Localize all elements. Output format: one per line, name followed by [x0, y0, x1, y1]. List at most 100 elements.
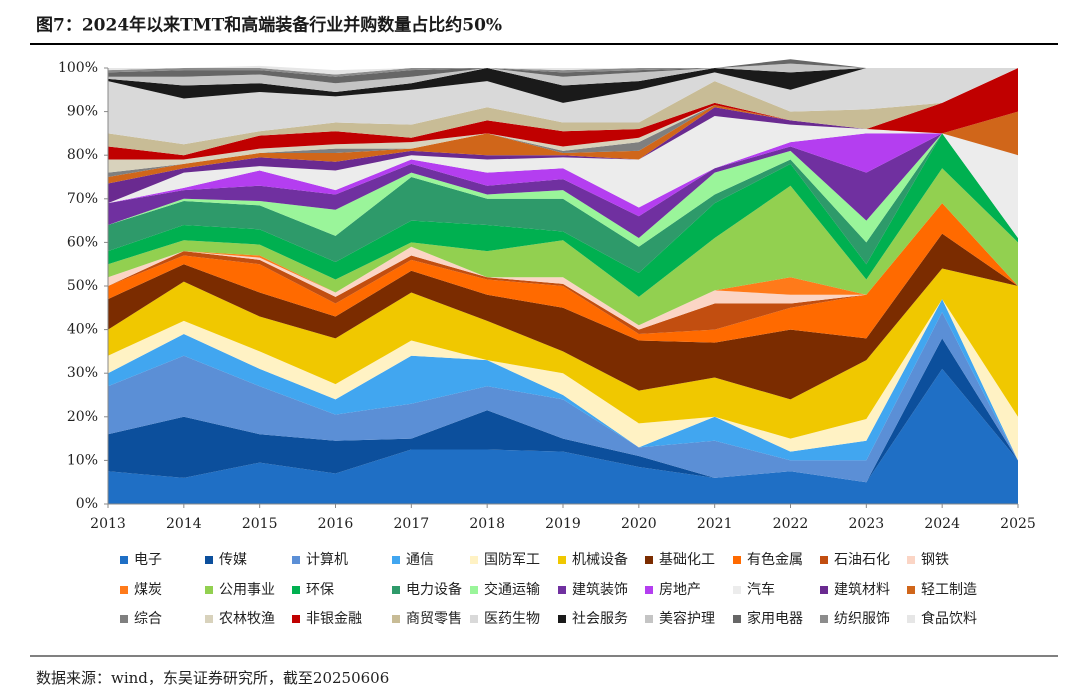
legend-label: 公用事业: [219, 582, 275, 598]
legend-swatch: [292, 586, 300, 594]
y-tick-label: 50%: [67, 278, 98, 294]
area: [108, 133, 1018, 247]
area: [108, 168, 1018, 326]
area: [108, 68, 1018, 160]
legend-label: 计算机: [306, 552, 348, 568]
y-tick-label: 0%: [76, 496, 98, 512]
y-tick-label: 80%: [67, 147, 98, 163]
legend-swatch: [292, 556, 300, 564]
area: [108, 68, 1018, 145]
y-tick-label: 40%: [67, 322, 98, 338]
legend-swatch: [907, 556, 915, 564]
area: [108, 133, 1018, 273]
legend-label: 机械设备: [572, 551, 628, 568]
legend-label: 钢铁: [921, 552, 949, 568]
legend-label: 有色金属: [747, 551, 803, 568]
legend-swatch: [470, 556, 478, 564]
y-tick-label: 10%: [67, 452, 98, 468]
legend-swatch: [205, 586, 213, 594]
area: [108, 115, 1018, 239]
legend-label: 环保: [306, 582, 334, 598]
x-tick-label: 2018: [469, 516, 505, 532]
legend-swatch: [820, 586, 828, 594]
legend-label: 国防军工: [484, 552, 540, 568]
legend-label: 医药生物: [484, 611, 540, 627]
legend-swatch: [733, 556, 741, 564]
x-tick-label: 2013: [90, 516, 126, 532]
legend-swatch: [392, 586, 400, 594]
legend-label: 纺织服饰: [834, 611, 890, 627]
legend-swatch: [292, 615, 300, 623]
legend-swatch: [733, 586, 741, 594]
area: [108, 63, 1018, 92]
x-tick-label: 2021: [697, 516, 733, 532]
source-note: 数据来源：wind，东吴证券研究所，截至20250606: [36, 669, 389, 687]
x-tick-label: 2024: [924, 516, 960, 532]
legend-swatch: [205, 556, 213, 564]
area: [108, 59, 1018, 75]
area: [108, 133, 1018, 297]
legend-label: 综合: [134, 611, 162, 627]
legend-label: 美容护理: [659, 610, 715, 627]
x-tick-label: 2022: [773, 516, 809, 532]
area: [108, 133, 1018, 239]
legend-label: 社会服务: [572, 611, 628, 627]
legend-label: 非银金融: [306, 611, 362, 627]
area: [108, 338, 1018, 483]
legend-label: 电子: [134, 552, 162, 568]
x-tick-label: 2016: [318, 516, 354, 532]
legend-label: 汽车: [747, 581, 775, 598]
legend-swatch: [733, 615, 741, 623]
legend-swatch: [907, 586, 915, 594]
y-tick-label: 100%: [58, 60, 98, 76]
legend-label: 农林牧渔: [219, 611, 275, 627]
legend-swatch: [558, 615, 566, 623]
x-tick-label: 2014: [166, 516, 202, 532]
area: [108, 203, 1018, 326]
area: [108, 312, 1018, 483]
area: [108, 268, 1018, 439]
legend-label: 轻工制造: [921, 582, 977, 598]
area: [108, 368, 1018, 504]
legend-swatch: [470, 615, 478, 623]
legend-swatch: [645, 615, 653, 623]
legend-label: 房地产: [659, 582, 701, 598]
chart-title: 图7：2024年以来TMT和高端装备行业并购数量占比约50%: [36, 15, 502, 36]
area: [108, 299, 1018, 461]
y-tick-label: 30%: [67, 365, 98, 381]
legend-label: 通信: [406, 552, 434, 568]
legend-swatch: [120, 615, 128, 623]
legend-label: 石油石化: [834, 552, 890, 568]
x-tick-label: 2017: [394, 516, 430, 532]
area: [108, 68, 1018, 156]
area: [108, 203, 1018, 334]
area: [108, 233, 1018, 400]
legend-label: 商贸零售: [406, 611, 462, 627]
area: [108, 59, 1018, 84]
y-tick-label: 70%: [67, 191, 98, 207]
legend-label: 交通运输: [484, 581, 540, 598]
legend-label: 建筑材料: [834, 582, 890, 598]
x-tick-label: 2019: [545, 516, 581, 532]
legend-swatch: [820, 556, 828, 564]
y-tick-label: 60%: [67, 234, 98, 250]
x-tick-label: 2025: [1000, 516, 1036, 532]
legend-swatch: [392, 556, 400, 564]
legend-label: 电力设备: [406, 581, 462, 598]
legend-swatch: [205, 615, 213, 623]
legend-label: 家用电器: [747, 610, 803, 627]
legend-swatch: [820, 615, 828, 623]
x-tick-label: 2023: [849, 516, 885, 532]
legend-label: 基础化工: [659, 551, 715, 568]
x-tick-label: 2020: [621, 516, 657, 532]
x-tick-label: 2015: [242, 516, 278, 532]
area: [108, 133, 1018, 239]
legend-label: 食品饮料: [921, 610, 977, 627]
legend-swatch: [558, 556, 566, 564]
legend-swatch: [120, 586, 128, 594]
legend-swatch: [645, 586, 653, 594]
legend-swatch: [392, 615, 400, 623]
y-tick-label: 90%: [67, 104, 98, 120]
y-tick-label: 20%: [67, 409, 98, 425]
